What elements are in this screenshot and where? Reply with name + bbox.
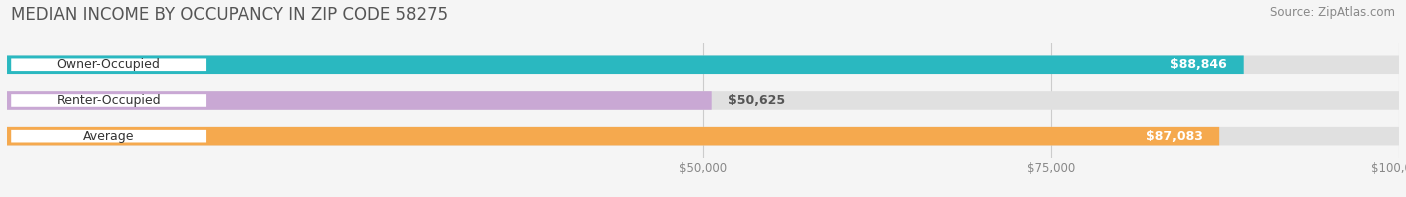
Text: $88,846: $88,846 [1170,58,1227,71]
Text: $50,625: $50,625 [728,94,786,107]
Text: MEDIAN INCOME BY OCCUPANCY IN ZIP CODE 58275: MEDIAN INCOME BY OCCUPANCY IN ZIP CODE 5… [11,6,449,24]
FancyBboxPatch shape [7,91,1399,110]
FancyBboxPatch shape [7,127,1399,145]
FancyBboxPatch shape [11,94,207,107]
FancyBboxPatch shape [11,130,207,142]
FancyBboxPatch shape [7,56,1244,74]
Text: Source: ZipAtlas.com: Source: ZipAtlas.com [1270,6,1395,19]
Text: Owner-Occupied: Owner-Occupied [56,58,160,71]
Text: Renter-Occupied: Renter-Occupied [56,94,160,107]
Text: Average: Average [83,130,135,143]
FancyBboxPatch shape [7,91,711,110]
FancyBboxPatch shape [7,56,1399,74]
FancyBboxPatch shape [11,59,207,71]
Text: $87,083: $87,083 [1146,130,1202,143]
FancyBboxPatch shape [7,127,1219,145]
